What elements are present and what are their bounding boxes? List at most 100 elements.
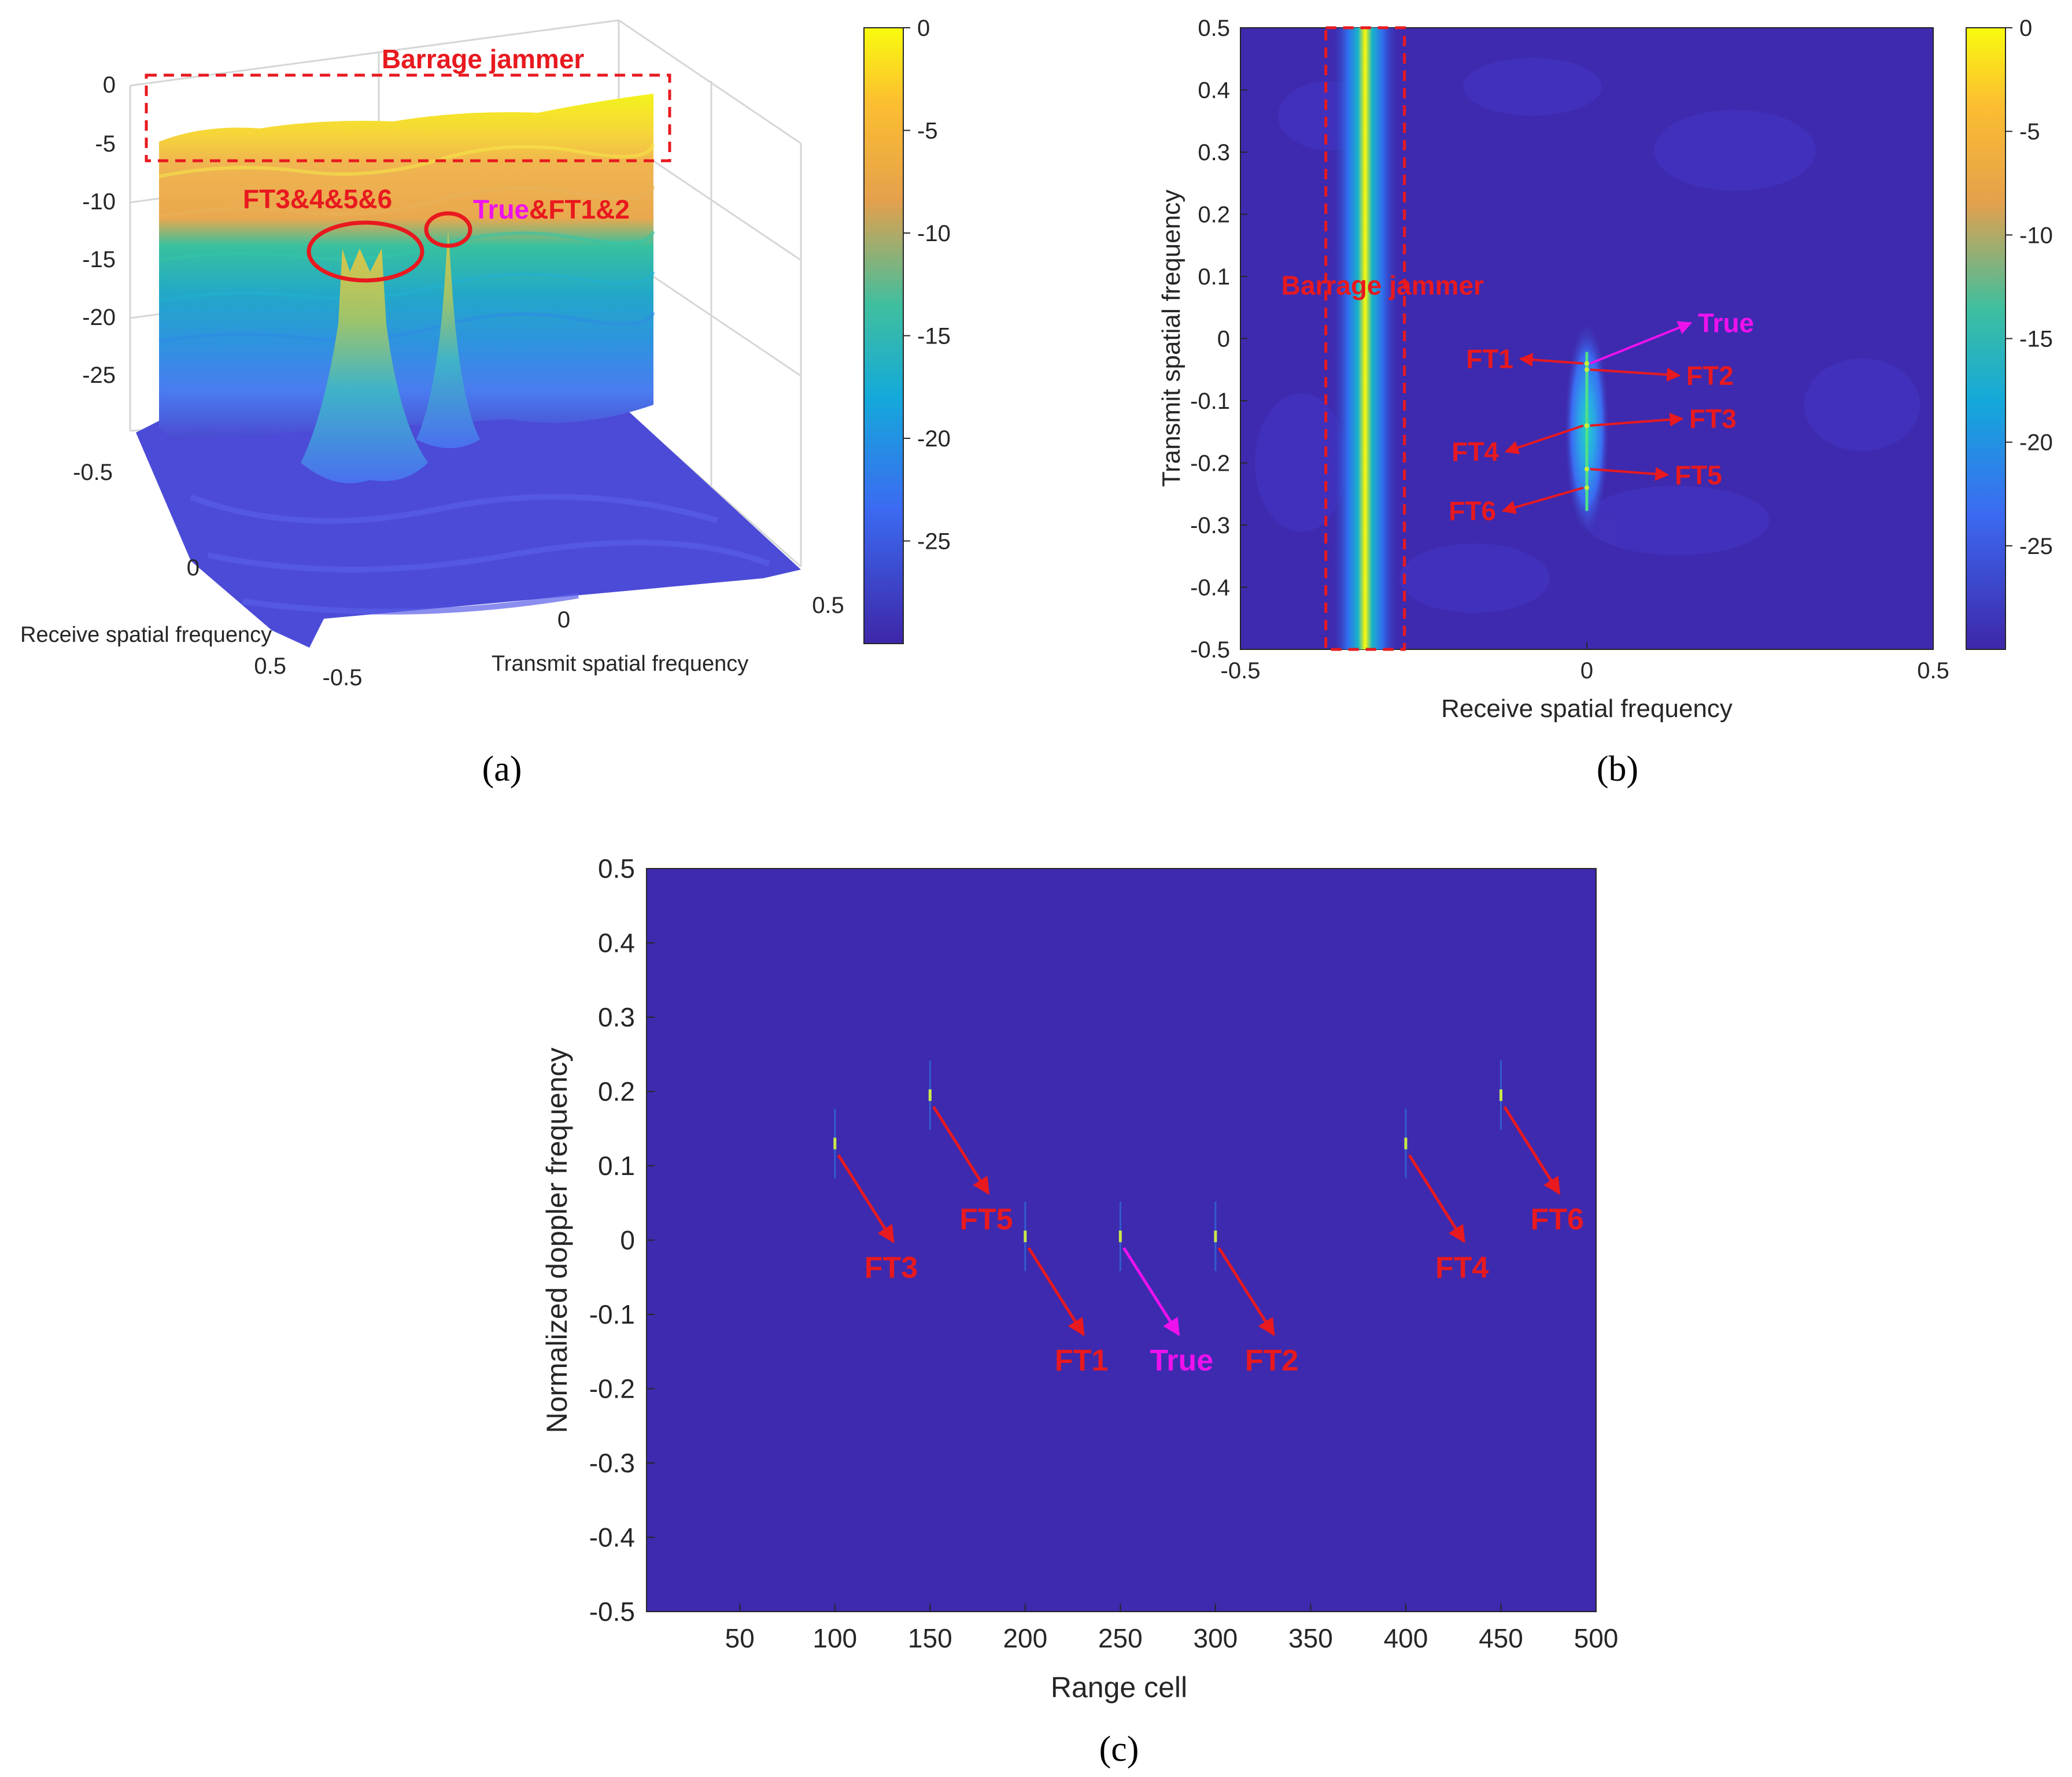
- a-transmit-label: Transmit spatial frequency: [492, 652, 748, 676]
- surface-barrage-wall: [159, 94, 653, 439]
- c-ytick-label: 0.2: [598, 1077, 635, 1107]
- c-ytick-label: -0.4: [589, 1523, 635, 1553]
- a-ft-part: &FT1&2: [529, 194, 630, 224]
- a-ztick: -5: [95, 131, 116, 157]
- b-barrage-box: [1324, 26, 1406, 651]
- colorbar-tick-label: 0: [917, 16, 930, 41]
- colorbar-tick-label: -15: [2019, 327, 2053, 352]
- c-xlabel: Range cell: [1051, 1671, 1187, 1704]
- b-target-point: [1585, 361, 1589, 366]
- b-target-label: FT2: [1686, 360, 1734, 390]
- a-transmit-tick: -0.5: [323, 665, 363, 690]
- b-barrage-band: [1330, 28, 1400, 649]
- c-ytick-label: -0.1: [589, 1299, 635, 1329]
- a-receive-tick: 0.5: [254, 653, 286, 679]
- b-target-label: FT3: [1689, 404, 1737, 434]
- b-xtick-label: 0.5: [1917, 658, 1949, 684]
- c-xtick-label: 50: [725, 1623, 755, 1653]
- c-ytick-label: 0.1: [598, 1151, 635, 1181]
- b-ytick-label: 0: [1217, 327, 1230, 352]
- b-panel-label: (b): [1597, 749, 1638, 789]
- c-arrow: [1122, 1247, 1180, 1336]
- b-ytick-label: -0.4: [1190, 575, 1230, 601]
- c-xtick-label: 450: [1479, 1623, 1523, 1653]
- b-ytick-label: 0.5: [1198, 16, 1230, 41]
- c-xticks: 50 100 150 200 250 300 350 400 450 500: [725, 1604, 1618, 1653]
- c-ytick-label: 0.5: [598, 854, 635, 884]
- b-ylabel: Transmit spatial frequency: [1157, 190, 1185, 487]
- c-arrow: [932, 1106, 990, 1195]
- b-ytick-label: -0.2: [1190, 451, 1230, 476]
- b-target-point: [1585, 423, 1589, 428]
- colorbar-tick-label: -20: [917, 426, 951, 452]
- colorbar-tick-label: -20: [2019, 430, 2053, 456]
- b-target-label: FT4: [1451, 437, 1499, 467]
- surface-floor: [136, 408, 801, 648]
- c-point-label: FT4: [1435, 1251, 1489, 1284]
- a-receive-tick: -0.5: [73, 460, 113, 485]
- b-arrow: [1519, 353, 1584, 367]
- b-target-label: FT1: [1466, 344, 1513, 374]
- colorbar-tick-label: -10: [917, 221, 951, 246]
- b-target-label: FT6: [1449, 496, 1496, 526]
- colorbar-tick-label: -15: [917, 324, 951, 349]
- colorbar-tick-label: -25: [917, 529, 951, 555]
- c-xtick-label: 350: [1288, 1623, 1333, 1653]
- c-point: [1024, 1231, 1027, 1243]
- c-annotations: FT3 FT5 FT1 True FT2 FT4 FT6: [837, 1106, 1584, 1377]
- a-colorbar-ticks: 0 -5 -10 -15 -20 -25: [903, 16, 951, 555]
- c-arrow: [1408, 1154, 1466, 1243]
- b-annotations: Barrage jammer True FT1 FT2 FT3 FT4 FT5 FT6: [1281, 271, 1755, 526]
- c-point: [928, 1089, 932, 1101]
- a-true-label: True&FT1&2: [473, 194, 630, 224]
- b-xticks: -0.5 0 0.5: [1221, 642, 1949, 684]
- b-arrow: [1501, 486, 1584, 515]
- c-point-label: FT2: [1245, 1344, 1298, 1377]
- c-ytick-label: 0.4: [598, 928, 635, 958]
- b-arrow: [1590, 412, 1684, 427]
- c-arrow: [1217, 1247, 1275, 1336]
- c-xtick-label: 200: [1003, 1623, 1047, 1653]
- b-targets: [1565, 323, 1609, 534]
- b-ytick-label: 0.3: [1198, 140, 1230, 165]
- c-point-label: FT5: [959, 1203, 1013, 1236]
- a-true-part: True: [473, 194, 529, 224]
- c-ytick-label: 0.3: [598, 1002, 635, 1032]
- b-xlabel: Receive spatial frequency: [1441, 694, 1733, 723]
- c-xtick-label: 150: [908, 1623, 952, 1653]
- c-ytick-label: -0.5: [589, 1597, 635, 1627]
- b-barrage-label: Barrage jammer: [1281, 271, 1484, 301]
- a-true-ellipse: [424, 211, 472, 248]
- b-background-texture: [1255, 58, 1920, 613]
- a-ztick: -20: [82, 305, 116, 330]
- peak-cluster: [301, 249, 428, 483]
- c-xtick-label: 300: [1194, 1623, 1238, 1653]
- a-barrage-label: Barrage jammer: [382, 44, 584, 74]
- b-colorbar: [1966, 27, 2006, 650]
- c-points: [833, 1060, 1502, 1272]
- c-ylabel: Normalized doppler frequency: [541, 1047, 573, 1433]
- c-point-label: True: [1150, 1344, 1213, 1377]
- c-point: [1499, 1089, 1502, 1101]
- a-cluster-label: FT3&4&5&6: [243, 184, 392, 214]
- c-xtick-label: 400: [1384, 1623, 1428, 1653]
- a-ztick: -10: [82, 189, 116, 215]
- a-transmit-tick: 0.5: [812, 593, 844, 618]
- wall-contours: [158, 143, 655, 343]
- b-target-point: [1585, 367, 1589, 372]
- b-ytick-label: -0.3: [1190, 513, 1230, 538]
- c-point: [1118, 1231, 1122, 1243]
- peak-true: [416, 230, 480, 448]
- colorbar-tick-label: -5: [2019, 119, 2040, 145]
- b-arrow: [1504, 424, 1584, 455]
- b-target-label: True: [1698, 308, 1754, 338]
- b-xtick-label: -0.5: [1221, 658, 1261, 684]
- colorbar-tick-label: 0: [2019, 16, 2032, 41]
- a-receive-label: Receive spatial frequency: [20, 623, 272, 647]
- colorbar-tick-label: -10: [2019, 223, 2053, 248]
- b-ytick-label: -0.1: [1190, 389, 1230, 414]
- a-barrage-box: [145, 73, 671, 162]
- c-panel-label: (c): [1099, 1730, 1139, 1769]
- c-arrow: [837, 1154, 895, 1243]
